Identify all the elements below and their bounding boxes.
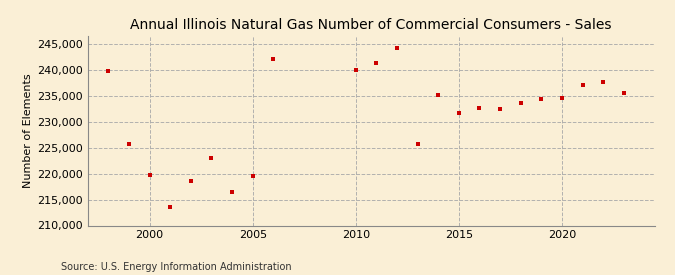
Point: [598, 80, 609, 84]
Point: [165, 205, 176, 209]
Point: [536, 97, 547, 101]
Y-axis label: Number of Elements: Number of Elements: [23, 73, 33, 188]
Point: [433, 93, 443, 97]
Point: [412, 142, 423, 147]
Point: [577, 82, 588, 87]
Point: [350, 67, 361, 72]
Point: [144, 173, 155, 177]
Point: [454, 111, 464, 116]
Title: Annual Illinois Natural Gas Number of Commercial Consumers - Sales: Annual Illinois Natural Gas Number of Co…: [130, 18, 612, 32]
Point: [227, 189, 238, 194]
Point: [268, 57, 279, 61]
Text: Source: U.S. Energy Information Administration: Source: U.S. Energy Information Administ…: [61, 262, 292, 272]
Point: [474, 106, 485, 110]
Point: [515, 101, 526, 105]
Point: [206, 156, 217, 160]
Point: [103, 68, 114, 73]
Point: [247, 174, 258, 178]
Point: [124, 142, 134, 147]
Point: [557, 95, 568, 100]
Point: [392, 45, 402, 50]
Point: [371, 61, 382, 65]
Point: [186, 178, 196, 183]
Point: [618, 91, 629, 95]
Point: [495, 106, 506, 111]
